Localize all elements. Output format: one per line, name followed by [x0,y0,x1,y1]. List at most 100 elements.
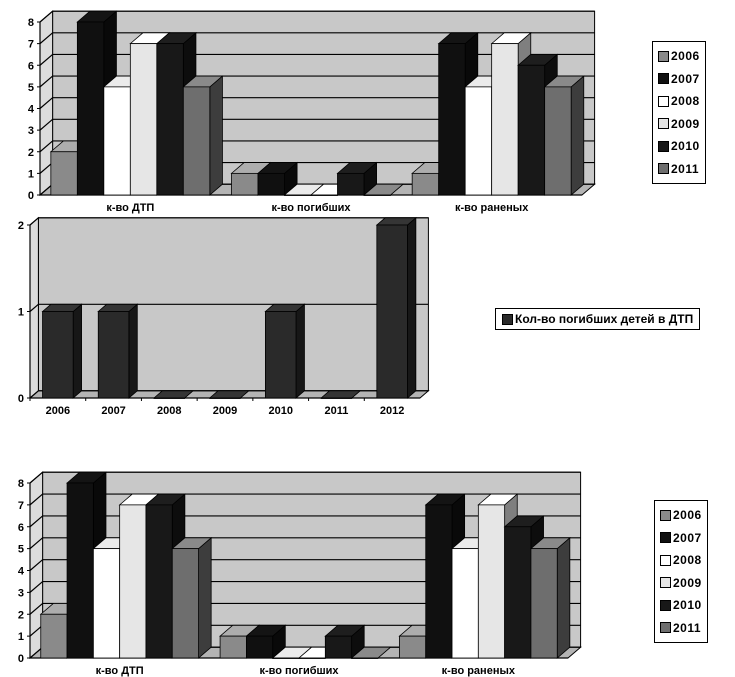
legend-item-2011: 2011 [660,617,702,640]
bar-2011 [320,397,353,399]
legend-label: 2010 [671,139,700,154]
gridline [39,140,595,153]
bar-2010-0 [156,43,184,196]
x-tick-label: 2012 [380,405,404,417]
x-tick-label: к-во погибших [271,202,351,214]
gridline [39,118,595,131]
legend-label: 2011 [673,620,702,635]
bar-2010-side [295,303,305,399]
legend-label: 2010 [673,598,702,613]
gridline [29,515,581,528]
y-tick-label: 7 [28,39,34,51]
gridline [29,537,581,550]
legend-item-2010: 2010 [658,135,700,158]
chart-1: 0 1 2 3 4 5 6 7 8 к-во ДТП к-во погибших к-во ранен… [28,10,596,214]
bar-2009-1 [310,194,338,196]
x-tick-label: 2011 [324,405,348,417]
y-tick-label: 4 [18,566,25,578]
legend-item-2011: 2011 [658,158,700,181]
bar-2006-1 [219,635,247,659]
legend-swatch [658,118,669,130]
y-tick-label: 2 [18,609,24,621]
legend-item-2007: 2007 [660,527,702,550]
gridline [39,97,595,109]
legend-swatch [658,73,669,85]
bar-2008 [153,397,186,399]
bar-2011-0-side [209,75,223,196]
legend-item-2008: 2008 [660,549,702,572]
bar-2007-0 [66,482,94,659]
chart-3: 0 1 2 3 4 5 6 7 8 к-во ДТП к-во погибших к-во ранен… [18,471,582,677]
bar-2011-2-side [556,536,571,659]
bar-2011-2 [530,548,558,659]
bar-2008-2 [464,86,493,196]
legend-label: 2011 [671,161,700,176]
x-tick-label: к-во ДТП [106,202,154,214]
legend-item-2006: 2006 [658,45,700,68]
bar-2011-1 [363,194,391,196]
legend-swatch [660,509,671,521]
bar-2007-1 [257,172,285,196]
legend-swatch [660,554,671,566]
bar-2007-2 [425,504,453,659]
x-tick-label: 2007 [101,405,125,417]
bar-2011-2 [544,86,572,196]
x-tick-label: к-во ДТП [96,665,144,677]
y-tick-label: 0 [18,653,24,665]
y-tick-label: 1 [18,307,24,319]
bar-2012-side [407,216,417,399]
legend-swatch [658,95,669,107]
bar-2011-0 [182,86,211,196]
x-tick-label: к-во погибших [259,665,339,677]
y-tick-label: 6 [28,60,34,72]
bar-2009-0 [129,43,158,196]
bar-2011-2-side [570,75,585,196]
gridline [29,559,581,571]
gridline [29,493,581,506]
legend-label: 2009 [671,116,700,131]
legend-label: 2007 [671,71,700,86]
y-tick-label: 4 [28,104,35,116]
bar-2010-1 [324,635,353,659]
bar-2008-1 [284,194,312,196]
bar-2009-0 [119,504,147,659]
bar-2010-2 [517,64,546,196]
legend-label: 2006 [673,508,702,523]
gridline [39,10,595,23]
gridline [29,471,581,484]
y-tick-label: 6 [18,522,24,534]
bar-2006-2 [411,172,440,196]
bar-2007-0 [76,21,105,196]
x-tick-label: 2008 [157,405,181,417]
gridline [29,580,581,593]
bar-2006-2 [399,635,427,659]
y-tick-label: 7 [18,500,24,512]
y-tick-label: 1 [28,168,34,180]
bar-2009 [209,397,241,399]
bar-2007 [97,311,130,399]
bar-2012 [376,224,408,399]
x-tick-label: к-во раненых [442,665,516,677]
gridline [39,75,595,88]
y-tick-label: 2 [18,220,24,232]
bar-2008-0 [92,548,121,659]
bar-2008-2 [451,548,479,659]
y-tick-label: 3 [18,587,24,599]
legend-swatch [660,622,671,634]
y-tick-label: 8 [28,17,34,29]
legend-item-2009: 2009 [660,572,702,595]
bar-2009-1 [298,657,326,659]
gridline [29,217,429,226]
bar-2011-0 [171,548,199,659]
y-tick-label: 1 [18,631,24,643]
legend-label: 2006 [671,49,700,64]
legend-swatch [660,599,671,611]
legend-chart-3: 2006 2007 2008 2009 2010 2011 [654,500,708,643]
x-tick-label: к-во раненых [455,202,529,214]
legend-swatch [658,50,669,62]
bar-2008-0 [103,86,131,196]
y-tick-label: 5 [28,82,34,94]
legend-item-2006: 2006 [660,504,702,527]
bar-2007-1 [245,635,274,659]
